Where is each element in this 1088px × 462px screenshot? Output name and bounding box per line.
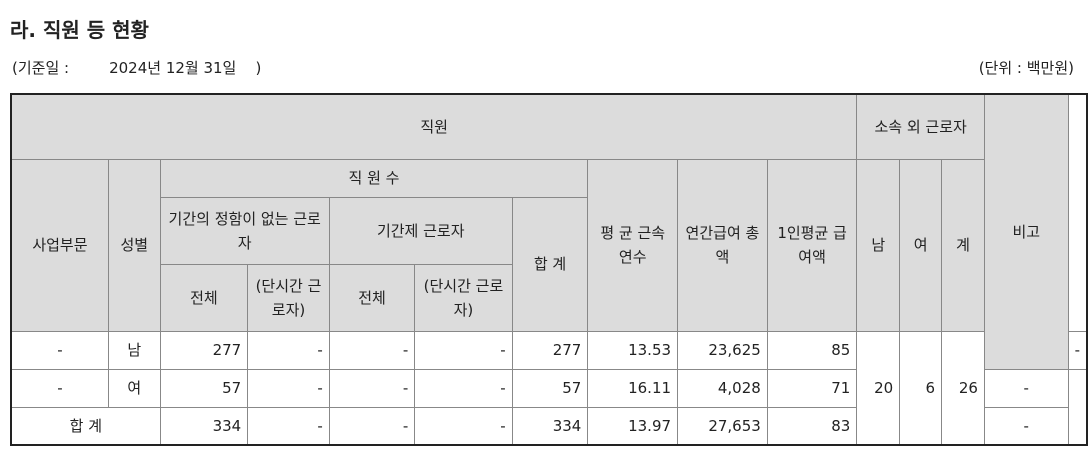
cell-perm-part: - xyxy=(247,368,330,408)
header-perm-total: 전체 xyxy=(159,263,249,332)
header-gender: 성별 xyxy=(107,158,161,332)
header-avg-pay: 1인평균 급여액 xyxy=(766,158,858,332)
cell-gender: 여 xyxy=(107,368,161,408)
cell-pay: 23,625 xyxy=(677,330,768,370)
header-remark: 비고 xyxy=(983,93,1069,370)
cell-avg: 85 xyxy=(766,330,858,370)
cell-gender: 남 xyxy=(107,330,161,370)
cell-division: - xyxy=(10,330,109,370)
header-employees: 직원 xyxy=(10,93,858,160)
cell-remark: - xyxy=(983,368,1069,408)
unit-label: (단위 : 백만원) xyxy=(978,59,1074,77)
table-row: - 남 277 - - - 277 13.53 23,625 85 20 6 2… xyxy=(10,330,1088,446)
header-out-total: 계 xyxy=(941,158,985,332)
cell-out-total: 26 xyxy=(941,330,985,446)
header-cont-total: 전체 xyxy=(328,263,416,332)
header-headcount: 직 원 수 xyxy=(159,158,589,198)
header-annual-pay: 연간급여 총 액 xyxy=(677,158,768,332)
cell-perm-part: - xyxy=(247,330,330,370)
cell-remark: - xyxy=(983,406,1069,446)
table-row-total: 합 계 334 - - - 334 13.97 27,653 83 - xyxy=(10,406,1087,446)
cell-perm-total: 57 xyxy=(159,368,249,408)
header-division: 사업부문 xyxy=(10,158,109,332)
cell-perm-total: 334 xyxy=(159,406,249,446)
employee-table: 직원 소속 외 근로자 비고 사업부문 성별 직 원 수 평 균 근속연수 연간… xyxy=(10,93,1088,446)
cell-cont-total: - xyxy=(328,330,416,370)
header-female: 여 xyxy=(899,158,943,332)
header-permanent: 기간의 정함이 없는 근로자 xyxy=(159,196,330,265)
base-date-close: ) xyxy=(255,59,262,77)
cell-perm-total: 277 xyxy=(159,330,249,370)
header-cont-part: (단시간 근로자) xyxy=(414,263,513,332)
cell-perm-part: - xyxy=(247,406,330,446)
cell-cont-total: - xyxy=(328,368,416,408)
base-date: (기준일 : 2024년 12월 31일 ) xyxy=(12,57,261,78)
cell-division: - xyxy=(10,368,109,408)
base-date-value: 2024년 12월 31일 xyxy=(109,59,237,77)
cell-tenure: 13.97 xyxy=(587,406,679,446)
cell-sum: 334 xyxy=(511,406,589,446)
cell-pay: 4,028 xyxy=(677,368,768,408)
cell-tenure: 13.53 xyxy=(587,330,679,370)
header-avg-tenure: 평 균 근속연수 xyxy=(587,158,679,332)
header-outsourced: 소속 외 근로자 xyxy=(856,93,985,160)
cell-sum: 57 xyxy=(511,368,589,408)
cell-sum: 277 xyxy=(511,330,589,370)
cell-cont-part: - xyxy=(414,406,513,446)
cell-out-male: 20 xyxy=(856,330,901,446)
cell-cont-part: - xyxy=(414,368,513,408)
base-date-label: (기준일 : xyxy=(12,59,70,77)
header-perm-part: (단시간 근로자) xyxy=(247,263,330,332)
cell-avg: 71 xyxy=(766,368,858,408)
header-sum: 합 계 xyxy=(511,196,589,332)
cell-tenure: 16.11 xyxy=(587,368,679,408)
cell-total-label: 합 계 xyxy=(10,406,161,446)
cell-out-female: 6 xyxy=(899,330,943,446)
cell-cont-part: - xyxy=(414,330,513,370)
section-title: 라. 직원 등 현황 xyxy=(10,18,149,42)
cell-cont-total: - xyxy=(328,406,416,446)
header-contract: 기간제 근로자 xyxy=(328,196,513,265)
table-row: - 여 57 - - - 57 16.11 4,028 71 - xyxy=(10,368,1087,408)
cell-pay: 27,653 xyxy=(677,406,768,446)
header-male: 남 xyxy=(856,158,901,332)
cell-remark: - xyxy=(1067,330,1088,370)
cell-avg: 83 xyxy=(766,406,858,446)
